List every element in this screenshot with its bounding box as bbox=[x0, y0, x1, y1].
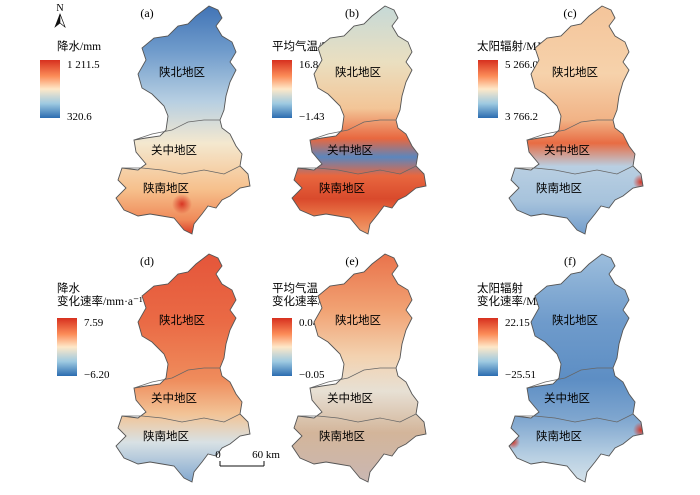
region-label-central: 关中地区 bbox=[544, 391, 590, 405]
legend-color-ramp bbox=[40, 60, 60, 118]
region-label-central: 关中地区 bbox=[327, 143, 373, 157]
region-label-south: 陕南地区 bbox=[536, 429, 582, 443]
legend-min-label: −1.43 bbox=[299, 111, 325, 123]
legend-min-label: 320.6 bbox=[67, 111, 92, 123]
region-label-north: 陕北地区 bbox=[552, 65, 598, 79]
region-boundary bbox=[122, 165, 241, 175]
region-label-central: 关中地区 bbox=[151, 143, 197, 157]
legend-max-label: 7.59 bbox=[84, 317, 104, 329]
legend-title: 降水 bbox=[57, 281, 80, 295]
region-boundary bbox=[526, 367, 613, 389]
legend-color-ramp bbox=[57, 318, 77, 376]
legend-min-label: −6.20 bbox=[84, 369, 110, 381]
region-boundary bbox=[133, 367, 220, 389]
legend-title: 太阳辐射 bbox=[477, 281, 523, 295]
region-label-north: 陕北地区 bbox=[552, 313, 598, 327]
region-boundary bbox=[309, 119, 396, 141]
legend-color-ramp bbox=[272, 60, 292, 118]
region-boundary bbox=[122, 413, 241, 423]
legend-min-label: −0.05 bbox=[299, 369, 325, 381]
region-boundary bbox=[526, 119, 613, 141]
region-boundary bbox=[133, 119, 220, 141]
region-boundary bbox=[309, 367, 396, 389]
region-label-north: 陕北地区 bbox=[335, 313, 381, 327]
scale-start-label: 0 bbox=[215, 449, 221, 461]
legend-title: 变化速率/mm·a⁻¹ bbox=[57, 294, 143, 308]
region-label-north: 陕北地区 bbox=[159, 65, 205, 79]
panel-label: (a) bbox=[140, 6, 153, 20]
region-label-south: 陕南地区 bbox=[319, 429, 365, 443]
region-label-south: 陕南地区 bbox=[143, 429, 189, 443]
map-panel-radiation-trend: (f)太阳辐射变化速率/MJ·m⁻²·a⁻¹22.15−25.51陕北地区关中地… bbox=[477, 253, 644, 483]
north-arrow: N bbox=[54, 3, 66, 28]
region-label-central: 关中地区 bbox=[327, 391, 373, 405]
legend-min-label: 3 766.2 bbox=[505, 111, 538, 123]
legend-title: 平均气温 bbox=[272, 281, 318, 295]
panel-label: (e) bbox=[345, 254, 358, 268]
scale-bar: 0 60 km bbox=[215, 449, 280, 467]
region-label-north: 陕北地区 bbox=[159, 313, 205, 327]
legend-min-label: −25.51 bbox=[505, 369, 536, 381]
region-boundary bbox=[298, 165, 417, 175]
legend-max-label: 1 211.5 bbox=[67, 59, 100, 71]
legend-max-label: 22.15 bbox=[505, 317, 530, 329]
region-boundary bbox=[298, 413, 417, 423]
region-boundary bbox=[515, 413, 634, 423]
scale-end-label: 60 km bbox=[252, 449, 280, 461]
legend-max-label: 0.04 bbox=[299, 317, 319, 329]
panel-label: (b) bbox=[345, 6, 359, 20]
region-label-south: 陕南地区 bbox=[536, 181, 582, 195]
region-boundary bbox=[515, 165, 634, 175]
legend-color-ramp bbox=[478, 60, 498, 118]
legend-color-ramp bbox=[478, 318, 498, 376]
region-label-south: 陕南地区 bbox=[319, 181, 365, 195]
legend-max-label: 16.8 bbox=[299, 59, 319, 71]
panel-label: (c) bbox=[563, 6, 576, 20]
legend-title: 降水/mm bbox=[57, 39, 101, 53]
region-label-central: 关中地区 bbox=[544, 143, 590, 157]
region-label-central: 关中地区 bbox=[151, 391, 197, 405]
panel-label: (d) bbox=[140, 254, 154, 268]
panel-label: (f) bbox=[564, 254, 576, 268]
region-label-south: 陕南地区 bbox=[143, 181, 189, 195]
legend-color-ramp bbox=[272, 318, 292, 376]
legend-max-label: 5 266.0 bbox=[505, 59, 539, 71]
north-label: N bbox=[56, 3, 63, 14]
region-label-north: 陕北地区 bbox=[335, 65, 381, 79]
